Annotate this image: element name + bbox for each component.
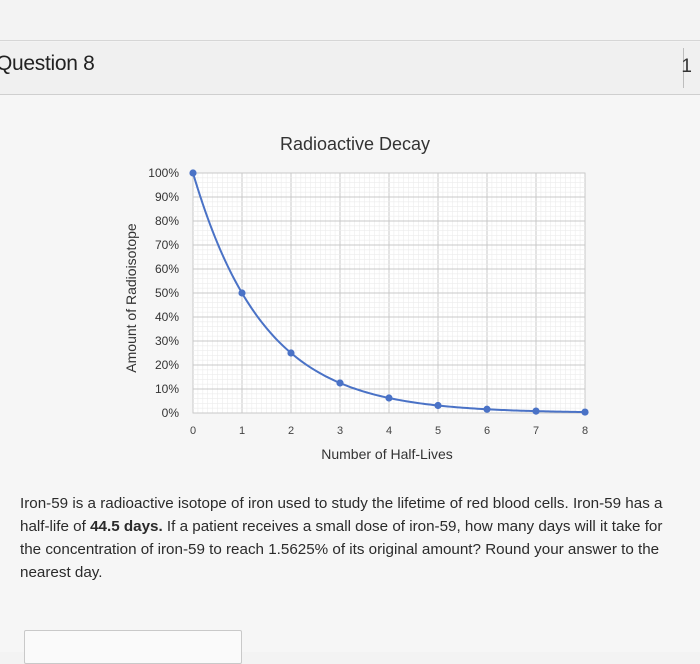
y-tick-label: 30% (155, 334, 179, 348)
data-point (434, 401, 442, 410)
x-tick-label: 1 (239, 425, 245, 437)
data-point (532, 407, 540, 415)
y-tick-label: 70% (155, 238, 179, 252)
question-title: Question 8 (0, 52, 95, 75)
y-axis-label: Amount of Radioisotope (123, 223, 139, 373)
data-point (238, 289, 246, 297)
chart-grid (192, 172, 586, 414)
half-life-value: 44.5 days. (90, 518, 163, 535)
x-axis-label: Number of Half-Lives (321, 446, 453, 462)
question-text-part1: Iron-59 is a radioactive isotope of iron… (20, 495, 663, 535)
question-text-part2: If a patient receives a small dose of ir… (20, 518, 663, 581)
x-tick-label: 4 (386, 425, 392, 437)
answer-input[interactable] (24, 630, 242, 664)
y-tick-label: 0% (162, 406, 180, 420)
x-tick-label: 0 (190, 425, 196, 437)
data-point (385, 394, 393, 402)
x-tick-label: 8 (582, 425, 588, 437)
x-tick-label: 7 (533, 425, 539, 437)
data-point (189, 169, 197, 177)
x-tick-label: 5 (435, 425, 441, 437)
y-tick-label: 20% (155, 358, 179, 372)
y-tick-label: 10% (155, 382, 179, 396)
y-tick-label: 90% (155, 190, 179, 204)
x-tick-label: 3 (337, 425, 343, 437)
data-point (483, 405, 491, 413)
y-tick-label: 50% (155, 286, 179, 300)
points-box (683, 48, 700, 88)
x-tick-label: 2 (288, 425, 294, 437)
question-points: 1 (681, 56, 692, 77)
data-point (336, 379, 344, 387)
data-point (581, 408, 589, 416)
y-tick-label: 40% (155, 310, 179, 324)
y-axis-ticks: 0% 10% 20% 30% 40% 50% 60% 70% 80% 90% 100% (148, 166, 179, 420)
y-tick-label: 60% (155, 262, 179, 276)
y-tick-label: 100% (148, 166, 179, 180)
question-header (0, 42, 700, 95)
decay-chart: Radioactive Decay 0%10%20%30%40%50%60%70… (123, 134, 589, 462)
data-point (287, 349, 295, 357)
decay-series-points (189, 169, 589, 416)
x-tick-label: 6 (484, 425, 490, 437)
chart-title: Radioactive Decay (280, 134, 430, 154)
top-divider (0, 40, 700, 41)
y-tick-label: 80% (155, 214, 179, 228)
question-text: Iron-59 is a radioactive isotope of iron… (20, 492, 680, 584)
x-axis-ticks: 0 1 2 3 4 5 6 7 8 (190, 425, 588, 437)
